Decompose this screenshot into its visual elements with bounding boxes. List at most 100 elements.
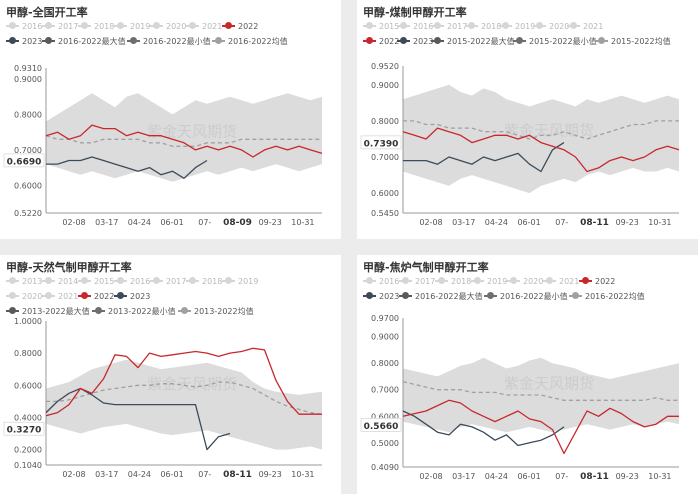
legend-item-2023[interactable]: 2023 [6, 37, 42, 47]
range-band [403, 84, 679, 194]
legend-item-2020[interactable]: 2020 [507, 277, 543, 287]
y-tick-label: 0.5450 [371, 209, 399, 218]
chart-title: 甲醇-焦炉气制甲醇开工率 [363, 261, 489, 274]
y-tick-label: 0.7000 [371, 386, 399, 395]
legend-item-2023[interactable]: 2023 [114, 292, 150, 302]
legend-item-2015-2022均值[interactable]: 2015-2022均值 [595, 37, 671, 47]
y-tick-label: 0.2000 [14, 446, 42, 455]
legend-item-2016[interactable]: 2016 [397, 22, 433, 32]
legend-item-2016[interactable]: 2016 [363, 277, 399, 287]
legend-item-2017[interactable]: 2017 [42, 22, 78, 32]
legend-marker-icon [6, 292, 19, 300]
legend-item-2019[interactable]: 2019 [222, 277, 258, 287]
legend-label: 2017 [447, 22, 468, 31]
legend-item-2015-2022最小值[interactable]: 2015-2022最小值 [513, 37, 597, 47]
line-chart: 紫金天风期货 1.0000 0.8000 0.6000 0.4000 0.2000 0.10… [3, 317, 323, 480]
legend-marker-icon [579, 277, 592, 285]
legend-item-2023[interactable]: 2023 [397, 37, 433, 47]
legend-item-2020[interactable]: 2020 [533, 22, 569, 32]
legend-item-2022[interactable]: 2022 [78, 292, 114, 302]
chart-panel-coke-oven-gas: 甲醇-焦炉气制甲醇开工率 2016 2017 2018 2019 2020 2021 202… [357, 255, 698, 494]
legend-label: 2020 [22, 292, 43, 301]
y-tick-label: 0.8000 [371, 117, 399, 126]
legend-marker-icon [6, 37, 19, 45]
legend-label: 2023 [413, 37, 434, 46]
legend-marker-icon [363, 292, 376, 300]
legend-label: 2021 [583, 22, 604, 31]
legend-item-2014[interactable]: 2014 [42, 277, 78, 287]
legend-item-2015[interactable]: 2015 [363, 22, 399, 32]
x-cursor-label: 08-11 [580, 218, 609, 228]
legend-item-2022[interactable]: 2022 [222, 22, 258, 32]
legend-label: 2022 [94, 292, 115, 301]
legend-label: 2016-2022均值 [228, 37, 288, 46]
legend-item-2018[interactable]: 2018 [186, 277, 222, 287]
legend-item-2017[interactable]: 2017 [150, 277, 186, 287]
legend-item-2016-2022最大值[interactable]: 2016-2022最大值 [399, 292, 483, 302]
legend-label: 2018 [94, 22, 115, 31]
y-tick-label: 0.8000 [14, 349, 42, 358]
watermark: 紫金天风期货 [147, 123, 237, 141]
y-tick-label: 0.4090 [371, 463, 399, 472]
y-tick-label: 0.5000 [371, 439, 399, 448]
legend-marker-icon [6, 277, 19, 285]
legend-marker-icon [513, 37, 526, 45]
legend-item-2013-2022均值[interactable]: 2013-2022均值 [178, 307, 254, 317]
line-chart: 紫金天风期货 0.9700 0.9000 0.8000 0.7000 0.6000 0.50… [360, 314, 679, 482]
y-tick-label: 0.1040 [14, 461, 42, 470]
legend-label: 2016 [379, 277, 400, 286]
legend-item-2013-2022最小值[interactable]: 2013-2022最小值 [92, 307, 176, 317]
legend-item-2016[interactable]: 2016 [6, 22, 42, 32]
legend-label: 2016-2022最大值 [415, 292, 483, 301]
legend-item-2020[interactable]: 2020 [150, 22, 186, 32]
legend-label: 2021 [58, 292, 79, 301]
legend-marker-icon [6, 22, 19, 30]
legend-item-2017[interactable]: 2017 [399, 277, 435, 287]
legend-item-2021[interactable]: 2021 [543, 277, 579, 287]
legend-item-2017[interactable]: 2017 [431, 22, 467, 32]
legend-item-2016-2022最小值[interactable]: 2016-2022最小值 [127, 37, 211, 47]
legend-item-2013-2022最大值[interactable]: 2013-2022最大值 [6, 307, 90, 317]
x-tick-label: 10-31 [291, 470, 314, 479]
legend-item-2016[interactable]: 2016 [114, 277, 150, 287]
legend-item-2022[interactable]: 2022 [579, 277, 615, 287]
legend-item-2019[interactable]: 2019 [114, 22, 150, 32]
legend-item-2022[interactable]: 2022 [363, 37, 399, 47]
legend-item-2018[interactable]: 2018 [78, 22, 114, 32]
legend-item-2021[interactable]: 2021 [567, 22, 603, 32]
legend-marker-icon [178, 307, 191, 315]
x-tick-label: 09-23 [259, 218, 282, 227]
legend-item-2021[interactable]: 2021 [42, 292, 78, 302]
legend-item-2016-2022均值[interactable]: 2016-2022均值 [569, 292, 645, 302]
legend-item-2019[interactable]: 2019 [499, 22, 535, 32]
legend-item-2019[interactable]: 2019 [471, 277, 507, 287]
legend-item-2016-2022最大值[interactable]: 2016-2022最大值 [42, 37, 126, 47]
legend-label: 2016-2022最大值 [58, 37, 126, 46]
watermark: 紫金天风期货 [147, 375, 237, 393]
x-tick-label: 03-17 [452, 218, 475, 227]
legend-item-2013[interactable]: 2013 [6, 277, 42, 287]
range-band [46, 93, 322, 182]
legend-item-2018[interactable]: 2018 [435, 277, 471, 287]
y-tick-label: 0.7000 [14, 146, 42, 155]
legend-label: 2015-2022均值 [611, 37, 671, 46]
x-tick-label: 04-24 [485, 218, 508, 227]
legend-label: 2020 [166, 22, 187, 31]
legend-item-2015-2022最大值[interactable]: 2015-2022最大值 [431, 37, 515, 47]
legend-item-2016-2022最小值[interactable]: 2016-2022最小值 [484, 292, 568, 302]
legend-item-2018[interactable]: 2018 [465, 22, 501, 32]
legend-label: 2016-2022最小值 [143, 37, 211, 46]
y-tick-label: 0.5220 [14, 209, 42, 218]
legend-item-2021[interactable]: 2021 [186, 22, 222, 32]
series-line-average [403, 120, 679, 140]
legend-label: 2015-2022最大值 [447, 37, 515, 46]
x-tick-label: 02-08 [62, 470, 85, 479]
legend-item-2015[interactable]: 2015 [78, 277, 114, 287]
legend-item-2020[interactable]: 2020 [6, 292, 42, 302]
legend-marker-icon [150, 22, 163, 30]
chart-title: 甲醇-全国开工率 [6, 6, 88, 19]
legend-marker-icon [471, 277, 484, 285]
x-tick-label: 07- [555, 472, 568, 481]
legend-item-2016-2022均值[interactable]: 2016-2022均值 [212, 37, 288, 47]
legend-item-2023[interactable]: 2023 [363, 292, 399, 302]
